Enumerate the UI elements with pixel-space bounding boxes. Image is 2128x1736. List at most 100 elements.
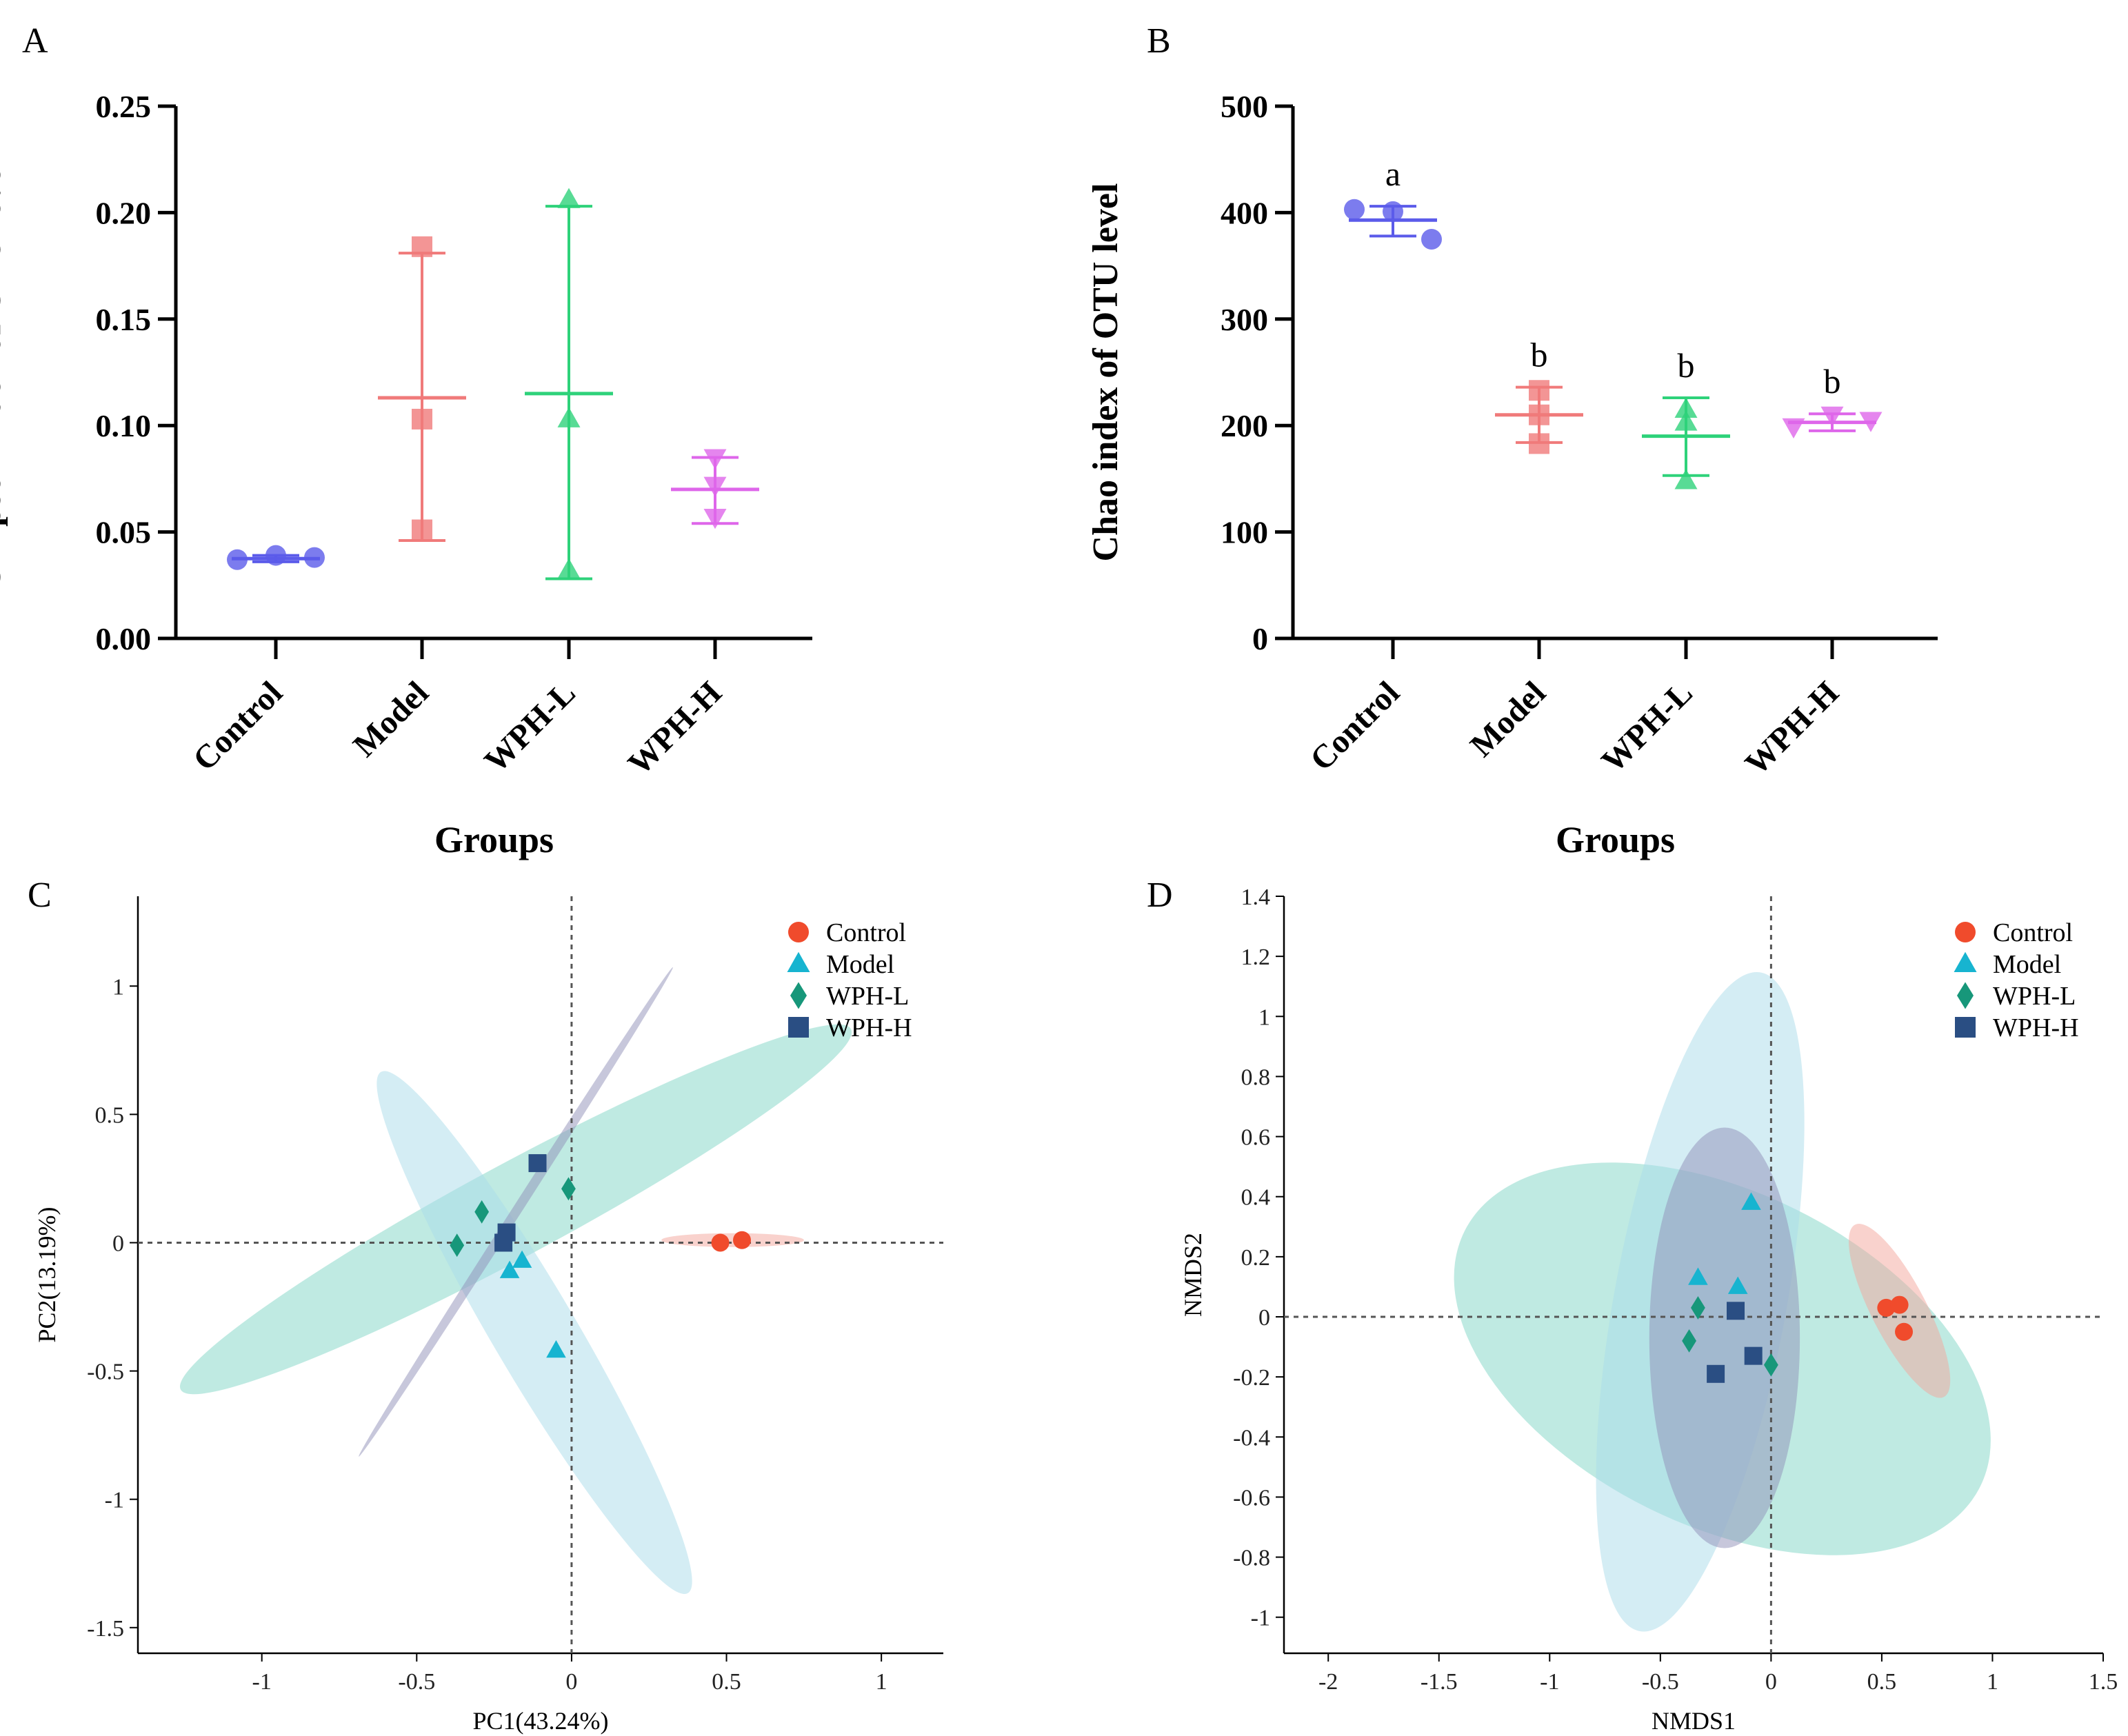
y-axis-title: Chao index of OTU level: [1086, 183, 1125, 562]
data-point-model: [512, 1250, 532, 1268]
data-point-wph-l: [557, 558, 581, 579]
data-point-model: [1727, 1276, 1748, 1294]
y-tick-label: -0.5: [87, 1360, 124, 1385]
confidence-ellipse-model: [377, 1071, 692, 1595]
data-point-model: [499, 1260, 520, 1278]
confidence-ellipse-wph-h: [359, 967, 673, 1457]
legend-marker-control: [1955, 922, 1976, 942]
data-point-wph-l: [1691, 1296, 1705, 1320]
x-tick-label: -1: [252, 1669, 272, 1695]
x-tick-label-model: Model: [1463, 674, 1553, 764]
data-point-control: [1890, 1295, 1909, 1314]
x-tick-label-wph-h: WPH-H: [621, 674, 729, 782]
data-point-wph-h: [494, 1233, 513, 1252]
y-tick-label: 0: [112, 1231, 124, 1256]
data-point-control: [265, 545, 286, 566]
y-tick-label: -0.8: [1233, 1546, 1270, 1571]
data-point-model: [1688, 1267, 1708, 1285]
y-tick-label: -0.2: [1233, 1365, 1270, 1391]
y-tick-label: 0.8: [1241, 1064, 1271, 1090]
x-tick-label: 0.5: [1867, 1669, 1897, 1695]
legend-marker-wph-l: [790, 982, 807, 1009]
data-point-wph-l: [561, 1177, 576, 1201]
data-point-control: [711, 1233, 730, 1252]
y-tick-label: 1.4: [1241, 885, 1271, 910]
x-tick-label-control: Control: [186, 674, 290, 778]
x-tick-label: -0.5: [398, 1669, 435, 1695]
y-tick-label: 1: [1258, 1005, 1270, 1030]
y-tick-label: -1: [1251, 1606, 1270, 1631]
y-tick-label: 0.25: [96, 89, 152, 124]
x-axis-title: Groups: [434, 819, 554, 860]
legend-label-wph-h: WPH-H: [1993, 1013, 2079, 1042]
y-tick-label: 0.5: [95, 1102, 125, 1128]
y-tick-label: 0: [1258, 1305, 1270, 1331]
y-tick-label: 0.20: [96, 195, 152, 230]
x-tick-label: 1: [1987, 1669, 1998, 1695]
y-tick-label: 400: [1221, 195, 1268, 230]
data-point-control: [733, 1231, 751, 1249]
y-tick-label: 1.2: [1241, 945, 1271, 970]
panel-letter-d: D: [1147, 876, 1173, 915]
data-point-wph-h: [703, 476, 727, 497]
y-tick-label: -1.5: [87, 1616, 124, 1642]
confidence-ellipse-control: [661, 1233, 804, 1247]
confidence-ellipse-wph-h: [1649, 1127, 1800, 1548]
data-point-wph-h: [528, 1154, 547, 1173]
x-axis-title: PC1(43.24%): [473, 1707, 609, 1735]
y-tick-label: 0.2: [1241, 1245, 1271, 1271]
legend-label-model: Model: [826, 950, 894, 979]
x-axis-title: NMDS1: [1652, 1707, 1736, 1735]
y-tick-label: 300: [1221, 302, 1268, 337]
data-point-wph-h: [1727, 1302, 1745, 1320]
y-tick-label: 100: [1221, 515, 1268, 550]
data-point-wph-l: [1674, 469, 1698, 489]
x-tick-label: 0.5: [712, 1669, 741, 1695]
x-tick-label-wph-l: WPH-L: [477, 674, 582, 779]
data-point-wph-h: [1707, 1364, 1725, 1383]
data-point-model: [1529, 380, 1549, 401]
y-tick-label: 0: [1252, 621, 1268, 656]
significance-label-model: b: [1531, 336, 1548, 374]
y-tick-label: 0.6: [1241, 1125, 1271, 1151]
legend-marker-wph-h: [788, 1017, 809, 1038]
x-tick-label: 0: [1765, 1669, 1777, 1695]
x-tick-label-model: Model: [346, 674, 436, 764]
x-tick-label: -1: [1540, 1669, 1559, 1695]
data-point-wph-l: [1682, 1329, 1696, 1353]
y-tick-label: 0.10: [96, 408, 152, 443]
data-point-wph-h: [703, 508, 727, 529]
y-tick-label: -0.6: [1233, 1485, 1270, 1511]
x-tick-label: 1.5: [2089, 1669, 2118, 1695]
y-tick-label: -0.4: [1233, 1425, 1270, 1451]
data-point-wph-h: [1820, 406, 1844, 427]
legend-label-wph-l: WPH-L: [1993, 982, 2076, 1011]
data-point-wph-l: [474, 1200, 490, 1224]
y-tick-label: 0.4: [1241, 1185, 1271, 1211]
legend-marker-wph-l: [1957, 982, 1974, 1009]
data-point-wph-l: [557, 188, 581, 208]
chart-c-pca: -1 -0.5 0 0.5 1 -1.5 -1 -0.5 0 0.5 1 Control Model WP…: [33, 896, 943, 1735]
legend-label-control: Control: [826, 918, 906, 947]
data-point-model: [412, 408, 432, 430]
data-point-wph-l: [1674, 397, 1698, 418]
legend-label-wph-l: WPH-L: [826, 982, 909, 1011]
data-point-control: [1895, 1322, 1914, 1341]
panel-letter-a: A: [22, 21, 48, 61]
data-point-model: [546, 1340, 566, 1358]
y-tick-label: 0.00: [96, 621, 152, 656]
data-point-model: [1529, 433, 1549, 454]
data-point-model: [1741, 1192, 1761, 1210]
legend-marker-model: [787, 951, 810, 972]
x-axis-title: Groups: [1556, 819, 1675, 860]
y-tick-label: 0.15: [96, 302, 152, 337]
y-axis-title: NMDS2: [1179, 1233, 1207, 1317]
legend-marker-control: [788, 922, 809, 942]
x-tick-label: -0.5: [1642, 1669, 1679, 1695]
y-tick-label: 500: [1221, 89, 1268, 124]
panel-letter-b: B: [1147, 21, 1171, 61]
significance-label-wph-l: b: [1678, 346, 1695, 385]
data-point-wph-l: [1674, 410, 1698, 431]
data-point-control: [1421, 229, 1442, 250]
